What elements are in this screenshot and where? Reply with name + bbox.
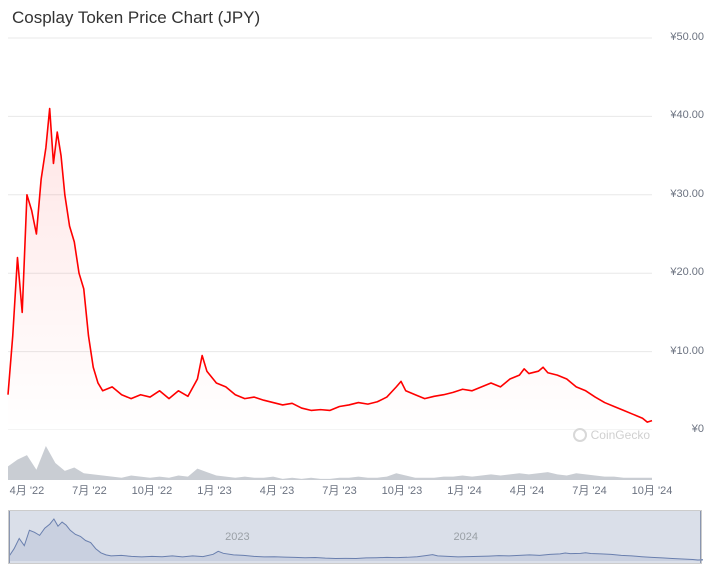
x-axis: 4月 '22 7月 '22 10月 '22 1月 '23 4月 '23 7月 '23 10月… bbox=[0, 482, 710, 500]
y-tick-label: ¥20.00 bbox=[670, 266, 704, 278]
time-navigator[interactable]: 2023 2024 bbox=[8, 510, 702, 564]
x-tick-label: 10月 '23 bbox=[382, 482, 423, 498]
x-tick-label: 4月 '24 bbox=[510, 482, 545, 498]
main-chart-area[interactable]: CoinGecko ¥0¥10.00¥20.00¥30.00¥40.00¥50.… bbox=[0, 30, 710, 430]
x-tick-label: 4月 '22 bbox=[10, 482, 45, 498]
x-tick-label: 7月 '23 bbox=[322, 482, 357, 498]
x-tick-label: 7月 '24 bbox=[572, 482, 607, 498]
x-tick-label: 4月 '23 bbox=[260, 482, 295, 498]
navigator-year-label: 2024 bbox=[453, 531, 477, 543]
y-tick-label: ¥30.00 bbox=[670, 188, 704, 200]
watermark: CoinGecko bbox=[573, 428, 650, 442]
x-tick-label: 7月 '22 bbox=[72, 482, 107, 498]
chart-title: Cosplay Token Price Chart (JPY) bbox=[0, 0, 710, 32]
volume-bars bbox=[0, 442, 710, 480]
y-tick-label: ¥40.00 bbox=[670, 109, 704, 121]
y-tick-label: ¥0 bbox=[692, 423, 704, 435]
x-tick-label: 1月 '24 bbox=[447, 482, 482, 498]
y-tick-label: ¥10.00 bbox=[670, 345, 704, 357]
price-line-plot bbox=[0, 30, 710, 430]
x-tick-label: 10月 '24 bbox=[632, 482, 673, 498]
navigator-selection[interactable] bbox=[9, 511, 701, 563]
volume-chart-area bbox=[0, 442, 710, 480]
coingecko-icon bbox=[573, 428, 587, 442]
price-chart-container: Cosplay Token Price Chart (JPY) CoinGeck… bbox=[0, 0, 710, 575]
navigator-year-label: 2023 bbox=[225, 531, 249, 543]
x-tick-label: 1月 '23 bbox=[197, 482, 232, 498]
y-tick-label: ¥50.00 bbox=[670, 31, 704, 43]
watermark-text: CoinGecko bbox=[591, 428, 650, 442]
x-tick-label: 10月 '22 bbox=[132, 482, 173, 498]
